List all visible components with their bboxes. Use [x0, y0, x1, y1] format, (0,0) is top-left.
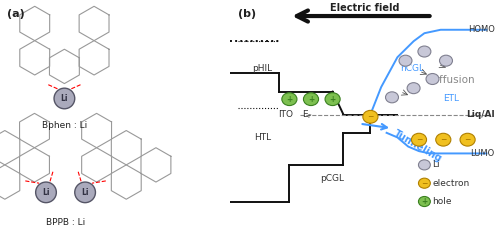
Text: electron: electron — [432, 179, 470, 188]
Circle shape — [418, 160, 430, 170]
Text: Diffusion: Diffusion — [428, 75, 474, 85]
Circle shape — [325, 93, 340, 106]
Text: HTL: HTL — [254, 133, 271, 142]
Circle shape — [386, 92, 398, 103]
Circle shape — [36, 182, 56, 203]
Circle shape — [460, 133, 475, 146]
Text: hole: hole — [432, 197, 452, 206]
Text: $\mathregular{E_F}$: $\mathregular{E_F}$ — [302, 108, 312, 121]
Circle shape — [54, 88, 75, 109]
Text: Bphen : Li: Bphen : Li — [42, 121, 87, 131]
Text: +: + — [330, 95, 336, 104]
Text: Li: Li — [82, 188, 89, 197]
Circle shape — [407, 83, 420, 94]
Text: BPPB : Li: BPPB : Li — [46, 218, 85, 227]
Text: Liq/Al: Liq/Al — [466, 110, 494, 119]
Text: (b): (b) — [238, 9, 256, 19]
Circle shape — [363, 110, 378, 123]
Text: ITO: ITO — [278, 110, 293, 119]
Circle shape — [440, 55, 452, 66]
Text: Li: Li — [42, 188, 50, 197]
Circle shape — [418, 196, 430, 207]
Text: ETL: ETL — [444, 94, 460, 103]
Circle shape — [418, 178, 430, 188]
Text: pCGL: pCGL — [320, 174, 344, 183]
Circle shape — [436, 133, 451, 146]
Text: Electric field: Electric field — [330, 3, 400, 14]
Circle shape — [282, 93, 297, 106]
Text: −: − — [440, 135, 446, 144]
Text: −: − — [421, 179, 428, 188]
Text: −: − — [367, 112, 374, 121]
Circle shape — [399, 55, 412, 66]
Text: Tunneling: Tunneling — [392, 129, 444, 164]
Text: (a): (a) — [7, 9, 24, 19]
Text: HOMO: HOMO — [468, 25, 494, 34]
Text: nCGL: nCGL — [400, 64, 424, 73]
Circle shape — [412, 133, 426, 146]
Text: +: + — [308, 95, 314, 104]
Text: Li: Li — [432, 160, 440, 169]
Circle shape — [426, 74, 439, 85]
Circle shape — [304, 93, 318, 106]
Text: −: − — [416, 135, 422, 144]
Text: LUMO: LUMO — [470, 149, 494, 158]
Circle shape — [418, 46, 431, 57]
Text: pHIL: pHIL — [252, 64, 272, 73]
Text: Li: Li — [60, 94, 68, 103]
Text: −: − — [464, 135, 471, 144]
Circle shape — [75, 182, 96, 203]
Text: +: + — [286, 95, 292, 104]
Text: +: + — [422, 197, 428, 206]
